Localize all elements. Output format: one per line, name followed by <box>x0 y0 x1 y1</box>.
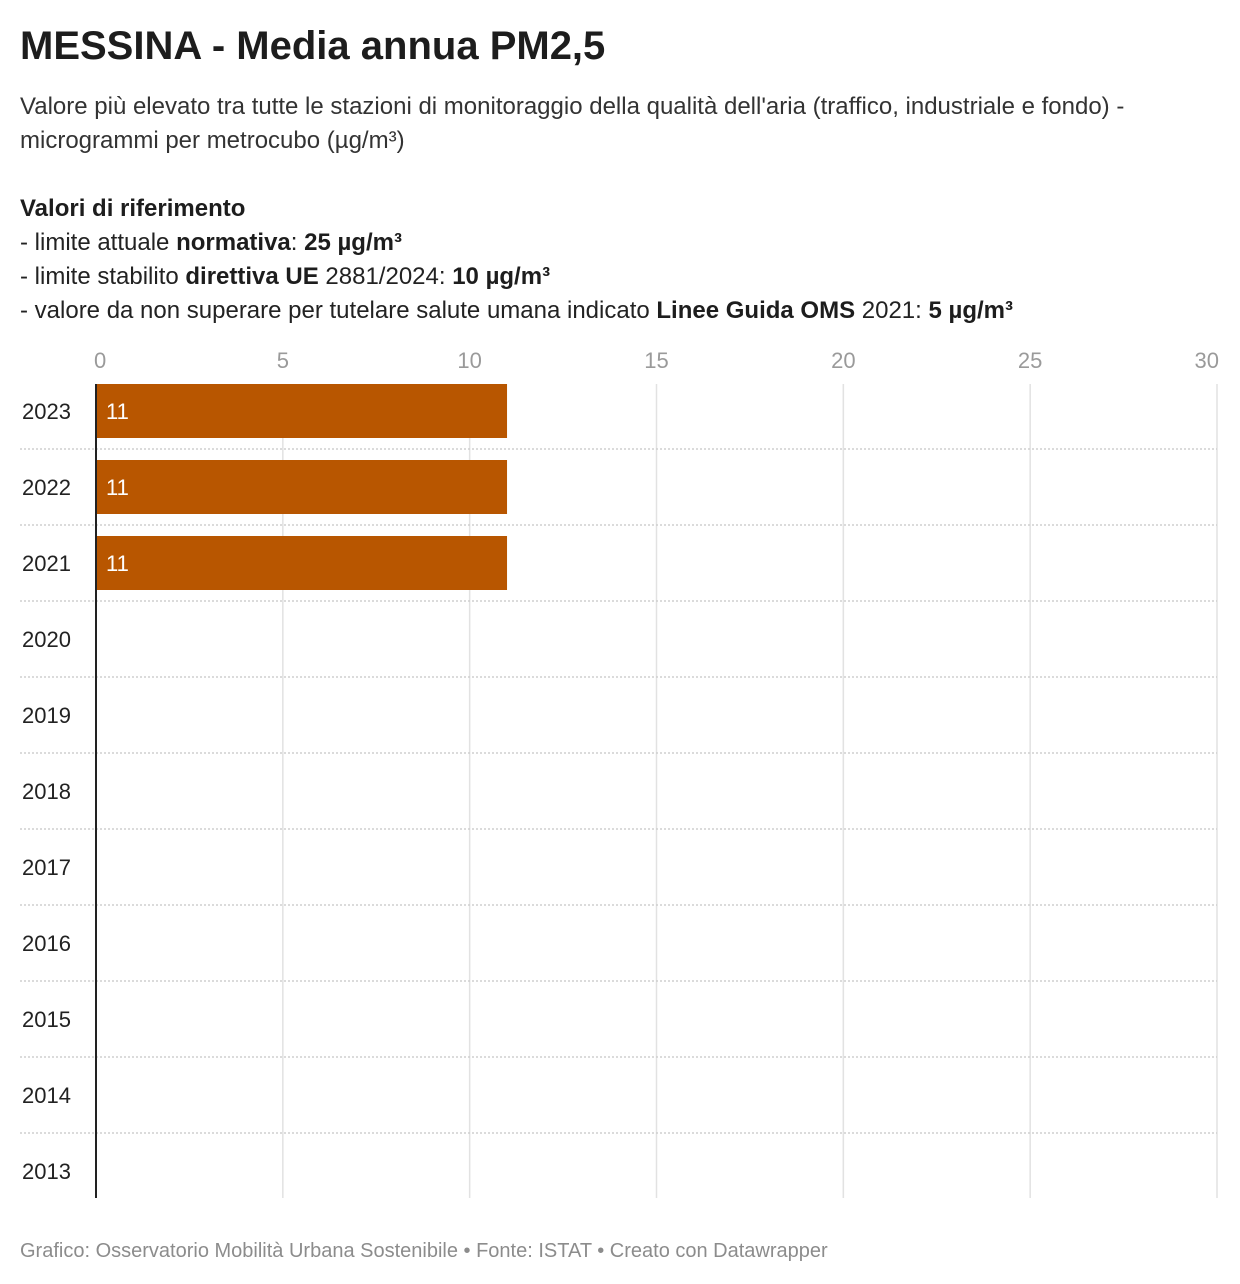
reference-line-normativa: - limite attuale normativa: 25 µg/m³ <box>20 226 1013 260</box>
reference-values: Valori di riferimento - limite attuale n… <box>20 192 1013 328</box>
chart-footer: Grafico: Osservatorio Mobilità Urbana So… <box>20 1240 828 1262</box>
chart-subtitle: Valore più elevato tra tutte le stazioni… <box>20 93 1125 154</box>
bar-value-label: 11 <box>106 475 129 500</box>
reference-bold: normativa <box>176 229 291 256</box>
reference-text: : <box>290 229 305 256</box>
category-label: 2018 <box>22 779 71 804</box>
x-tick-label: 10 <box>457 348 481 373</box>
category-label: 2020 <box>22 627 71 652</box>
category-label: 2019 <box>22 703 71 728</box>
category-label: 2022 <box>22 475 71 500</box>
category-label: 2023 <box>22 399 71 424</box>
category-label: 2013 <box>22 1159 71 1184</box>
reference-bold: direttiva UE <box>185 263 319 290</box>
reference-bold: 5 µg/m³ <box>928 297 1014 324</box>
bar-value-label: 11 <box>106 399 129 424</box>
bar-value-label: 11 <box>106 551 129 576</box>
reference-text: 2021: <box>855 297 929 324</box>
reference-bold: 10 µg/m³ <box>452 263 551 290</box>
bar <box>96 460 508 514</box>
category-label: 2014 <box>22 1083 71 1108</box>
category-label: 2015 <box>22 1007 71 1032</box>
x-tick-label: 0 <box>94 348 106 373</box>
reference-text: - limite attuale <box>20 229 177 256</box>
category-label: 2021 <box>22 551 71 576</box>
chart-title: MESSINA - Media annua PM2,5 <box>20 24 606 68</box>
bar <box>96 384 508 438</box>
reference-text: - limite stabilito <box>20 263 186 290</box>
reference-bold: 25 µg/m³ <box>304 229 402 256</box>
reference-line-oms: - valore da non superare per tutelare sa… <box>20 294 1013 328</box>
reference-heading: Valori di riferimento <box>20 195 246 222</box>
x-tick-label: 25 <box>1018 348 1042 373</box>
reference-text: - valore da non superare per tutelare sa… <box>20 297 657 324</box>
x-tick-label: 15 <box>644 348 668 373</box>
reference-line-direttiva-ue: - limite stabilito direttiva UE 2881/202… <box>20 260 1013 294</box>
reference-bold: Linee Guida OMS <box>656 297 856 324</box>
category-label: 2016 <box>22 931 71 956</box>
bar-chart: 0 5 10 15 20 25 30 2023 11 2022 11 2021 11 2020 2019 20… <box>20 348 1219 1198</box>
reference-text: 2881/2024: <box>318 263 453 290</box>
x-tick-label: 20 <box>831 348 855 373</box>
category-label: 2017 <box>22 855 71 880</box>
bar <box>96 536 508 590</box>
x-tick-label: 5 <box>277 348 289 373</box>
x-tick-label: 30 <box>1195 348 1219 373</box>
